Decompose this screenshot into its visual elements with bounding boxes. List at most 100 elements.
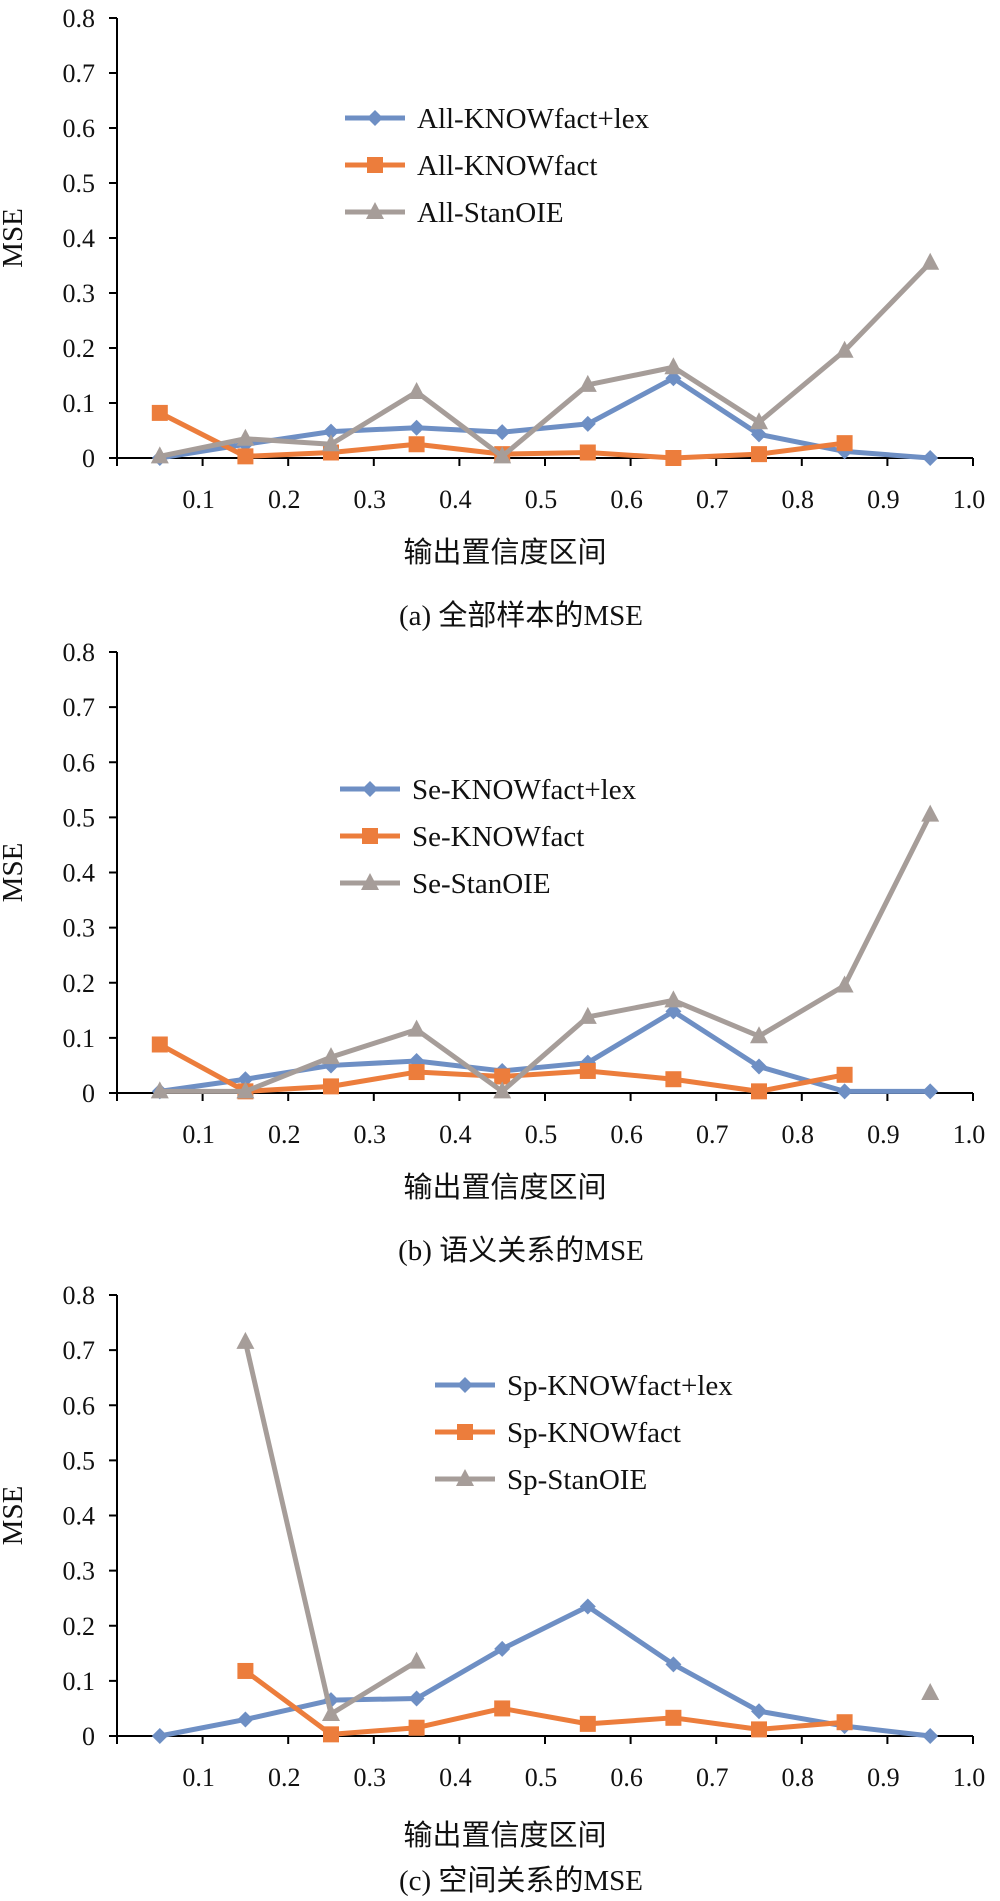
panel-caption: (b) 语义关系的MSE (398, 1234, 644, 1267)
series-line (159, 375, 931, 461)
x-tick-label: 0.1 (182, 1120, 215, 1149)
legend-item: All-StanOIE (345, 197, 564, 229)
legend-label: Sp-StanOIE (507, 1464, 647, 1496)
data-point (922, 1083, 939, 1100)
data-point (922, 1728, 939, 1744)
data-point (151, 1036, 168, 1053)
data-point (151, 404, 168, 421)
series-line (159, 1603, 931, 1739)
data-point (664, 990, 683, 1008)
y-tick-label: 0.6 (63, 748, 96, 777)
legend-marker (367, 110, 383, 126)
data-point (408, 1719, 425, 1736)
series-All-StanOIE (150, 252, 940, 464)
y-tick-label: 0.8 (63, 638, 96, 667)
x-tick-label: 1.0 (953, 1120, 986, 1149)
legend-item: Se-KNOWfact (340, 821, 584, 853)
series-line (159, 813, 933, 1094)
data-point (237, 1711, 254, 1728)
y-axis-title: MSE (0, 843, 29, 903)
data-point (493, 446, 512, 464)
x-tick-label: 0.9 (867, 1763, 900, 1792)
legend-label: Se-KNOWfact+lex (412, 774, 637, 806)
x-tick-label: 1.0 (953, 1763, 986, 1792)
y-tick-label: 0.6 (63, 1391, 96, 1420)
data-point (237, 1662, 254, 1679)
data-point (836, 1066, 853, 1083)
x-tick-label: 0.5 (525, 1120, 558, 1149)
data-point (407, 382, 426, 399)
series-line (243, 1668, 845, 1737)
y-tick-label: 0.7 (63, 693, 96, 722)
legend-label: All-StanOIE (417, 197, 564, 229)
panel-caption: (a) 全部样本的MSE (399, 599, 643, 632)
data-point (665, 450, 682, 466)
data-point (665, 1709, 682, 1726)
data-point (751, 446, 767, 463)
series-line (159, 261, 932, 459)
x-tick-label: 0.7 (696, 485, 729, 514)
y-tick-label: 0.8 (63, 4, 96, 33)
data-point (751, 1703, 767, 1720)
y-tick-label: 0.5 (63, 803, 96, 832)
legend-label: Se-StanOIE (412, 868, 551, 900)
panel-caption: (c) 空间关系的MSE (399, 1864, 643, 1897)
x-tick-label: 0.3 (354, 1120, 387, 1149)
panel-b: 0 0.1 0.2 0.3 0.4 0.5 0.6 0.7 0.8 0.1 0.2 0.3 0.4 0.5… (0, 638, 985, 1267)
data-point (579, 1062, 596, 1079)
data-point (579, 444, 596, 461)
panel-a: 0 0.1 0.2 0.3 0.4 0.5 0.6 0.7 0.8 0.1 0.2 0.3 0.4 0.5… (0, 4, 985, 632)
data-point (836, 1083, 853, 1100)
y-tick-label: 0.3 (63, 914, 96, 943)
legend-marker (361, 873, 379, 890)
legend-marker (366, 202, 384, 219)
data-point (836, 1714, 853, 1731)
data-point (579, 1715, 596, 1732)
y-tick-label: 0 (82, 444, 95, 473)
series-Se-KNOWfact (151, 1036, 853, 1100)
x-tick-label: 0.5 (525, 1763, 558, 1792)
data-point (665, 1003, 682, 1020)
x-tick-label: 0.3 (354, 1763, 387, 1792)
data-point (921, 1683, 940, 1701)
data-point (579, 415, 596, 432)
legend-item: Sp-KNOWfact+lex (435, 1370, 733, 1402)
data-point (751, 426, 767, 443)
x-tick-label: 0.7 (696, 1120, 729, 1149)
data-point (407, 1019, 426, 1037)
data-point (322, 434, 340, 452)
x-tick-label: 0.7 (696, 1763, 729, 1792)
series-Se-StanOIE (150, 804, 940, 1099)
legend-marker (457, 1424, 473, 1440)
x-tick-label: 0.3 (354, 485, 387, 514)
series-Sp-KNOWfact (237, 1662, 853, 1743)
data-point (150, 446, 169, 464)
x-tick-label: 0.8 (782, 1763, 815, 1792)
y-tick-label: 0.3 (63, 279, 96, 308)
data-point (407, 1651, 426, 1669)
data-point (665, 1071, 682, 1088)
data-point (835, 340, 854, 358)
y-tick-label: 0.1 (63, 389, 96, 418)
y-tick-label: 0 (82, 1722, 95, 1751)
x-tick-label: 1.0 (953, 485, 986, 514)
legend-marker (457, 1377, 473, 1393)
y-tick-label: 0.4 (63, 224, 96, 253)
y-tick-label: 0.8 (63, 1281, 96, 1310)
data-point (751, 1058, 767, 1075)
x-tick-label: 0.6 (610, 1763, 643, 1792)
y-tick-label: 0 (82, 1079, 95, 1108)
legend-marker (367, 157, 383, 173)
series-Sp-StanOIE (236, 1331, 940, 1721)
data-point (236, 1081, 255, 1099)
data-point (493, 1081, 512, 1099)
legend-item: All-KNOWfact+lex (345, 103, 650, 135)
data-point (408, 1690, 425, 1707)
x-tick-label: 0.4 (439, 485, 472, 514)
data-point (236, 428, 255, 446)
data-point (494, 424, 511, 441)
data-point (494, 1068, 511, 1085)
legend-item: Sp-StanOIE (435, 1464, 647, 1496)
data-point (922, 450, 939, 466)
